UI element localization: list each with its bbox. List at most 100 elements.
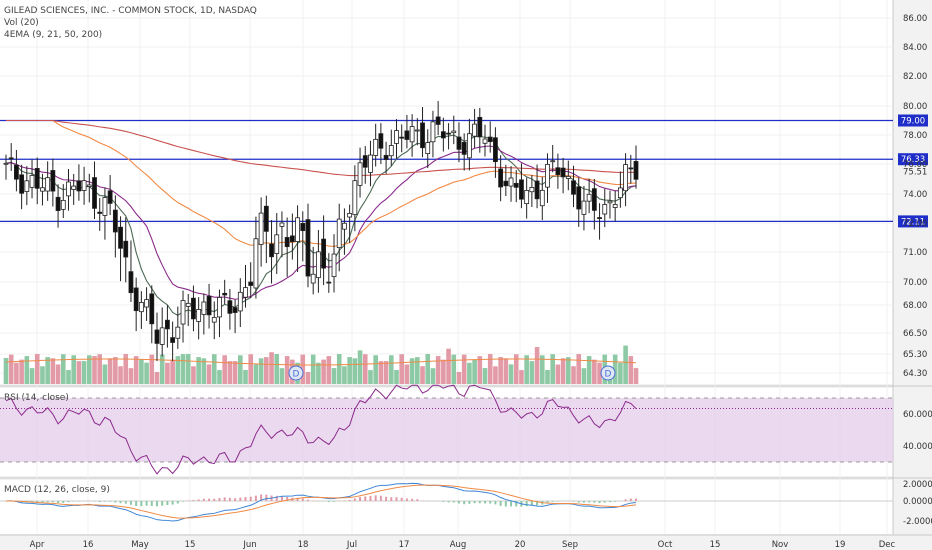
time-tick-label: Jun [242, 540, 256, 550]
macd-histogram-bar [306, 499, 309, 501]
macd-tick-label: 2.0000 [903, 480, 932, 490]
volume-legend: Vol (20) [4, 18, 39, 28]
volume-bar [425, 354, 431, 384]
volume-bar [19, 359, 24, 384]
candle-body [586, 193, 592, 202]
macd-histogram-bar [478, 501, 481, 504]
volume-bar [34, 354, 40, 384]
macd-histogram-bar [51, 501, 54, 503]
candle-body [451, 130, 457, 134]
candle-body [435, 116, 441, 125]
volume-bar [269, 352, 274, 384]
candle-body [633, 161, 639, 180]
macd-histogram-bar [145, 501, 148, 506]
volume-bar [139, 359, 144, 384]
macd-pane[interactable] [0, 480, 893, 534]
candle-body [555, 167, 561, 176]
candle-body [607, 200, 613, 204]
candle-body [524, 190, 530, 205]
candle-body [295, 217, 300, 242]
macd-histogram-bar [624, 499, 627, 501]
level-label: 72.11 [901, 217, 925, 227]
macd-histogram-bar [546, 501, 549, 504]
symbol-title: GILEAD SCIENCES, INC. - COMMON STOCK, 1D… [4, 6, 257, 16]
volume-bar [362, 354, 368, 384]
price-tick-label: 68.00 [903, 301, 927, 311]
volume-bar [102, 364, 108, 384]
candle-body [430, 121, 436, 143]
candle-body [123, 240, 129, 258]
candle-body [513, 182, 519, 188]
volume-bar [331, 368, 337, 384]
candle-body [399, 136, 405, 139]
level-lines: 79.00 76.33 72.11 75.51 [0, 114, 928, 228]
candle-body [373, 138, 379, 156]
price-pane[interactable] [0, 0, 893, 384]
candle-body [34, 168, 40, 189]
macd-histogram-bar [286, 497, 289, 501]
volume-bar [357, 350, 363, 384]
macd-histogram-bar [260, 494, 263, 501]
macd-histogram-bar [390, 497, 393, 501]
volume-bar [586, 356, 592, 384]
macd-histogram-bar [333, 501, 336, 502]
macd-histogram-bar [525, 501, 528, 507]
candle-body [154, 329, 160, 344]
macd-histogram-bar [124, 501, 127, 504]
macd-histogram-bar [192, 500, 195, 501]
macd-histogram-bar [400, 497, 403, 501]
dividend-marker-icon [600, 365, 616, 381]
macd-histogram-bar [197, 499, 200, 501]
macd-histogram-bar [442, 501, 445, 502]
candle-body [66, 181, 71, 197]
time-axis[interactable]: Apr 16 May 15 Jun 18 Jul 17 Aug 20 Sep Oct 15 Nov 19 De… [30, 540, 896, 550]
price-tick-label: 65.30 [903, 350, 927, 360]
volume-bar [576, 354, 582, 384]
macd-histogram-bar [72, 501, 75, 502]
candle-body [617, 187, 623, 199]
volume-ma-line [5, 358, 637, 366]
volume-bar [232, 361, 238, 384]
candle-body [347, 213, 353, 218]
price-tick-label: 76.00 [903, 160, 927, 170]
candle-body [477, 116, 483, 138]
macd-indicator: 2.0000 0.0000 -2.0000 [0, 480, 932, 527]
macd-histogram-bar [510, 501, 513, 507]
volume-bar [513, 354, 519, 384]
candle-body [487, 136, 493, 143]
volume-bar [321, 359, 326, 384]
macd-histogram-bar [447, 501, 450, 503]
candle-body [248, 281, 254, 286]
macd-histogram-bar [593, 501, 596, 503]
volume-bar [222, 355, 227, 384]
time-tick-label: May [131, 540, 149, 550]
volume-bar [378, 361, 384, 384]
macd-histogram-bar [223, 497, 226, 501]
macd-histogram-bar [530, 501, 533, 506]
volume-bar [519, 370, 524, 384]
candle-body [206, 295, 212, 316]
candle-body [581, 200, 587, 215]
volume-bar [170, 359, 175, 384]
volume-bar [472, 359, 477, 384]
candle-body [144, 299, 149, 308]
candle-body [440, 131, 446, 139]
volume-bar [550, 354, 555, 384]
candle-body [232, 307, 238, 313]
macd-histogram-bar [327, 501, 330, 502]
candle-body [258, 212, 264, 245]
volume-bar [409, 358, 415, 384]
ema-50-line [6, 119, 637, 247]
macd-histogram-bar [614, 501, 617, 502]
macd-histogram-bar [187, 500, 190, 501]
volume-bar [253, 364, 259, 384]
time-tick-label: 15 [185, 540, 196, 550]
macd-histogram-bar [452, 501, 455, 503]
candle-body [19, 174, 25, 194]
candle-body [138, 302, 144, 313]
price-axis[interactable]: 86.00 84.00 82.00 80.00 78.00 76.00 74.00 72.00… [903, 14, 927, 379]
candle-body [243, 287, 248, 298]
time-tick-label: 15 [710, 540, 721, 550]
